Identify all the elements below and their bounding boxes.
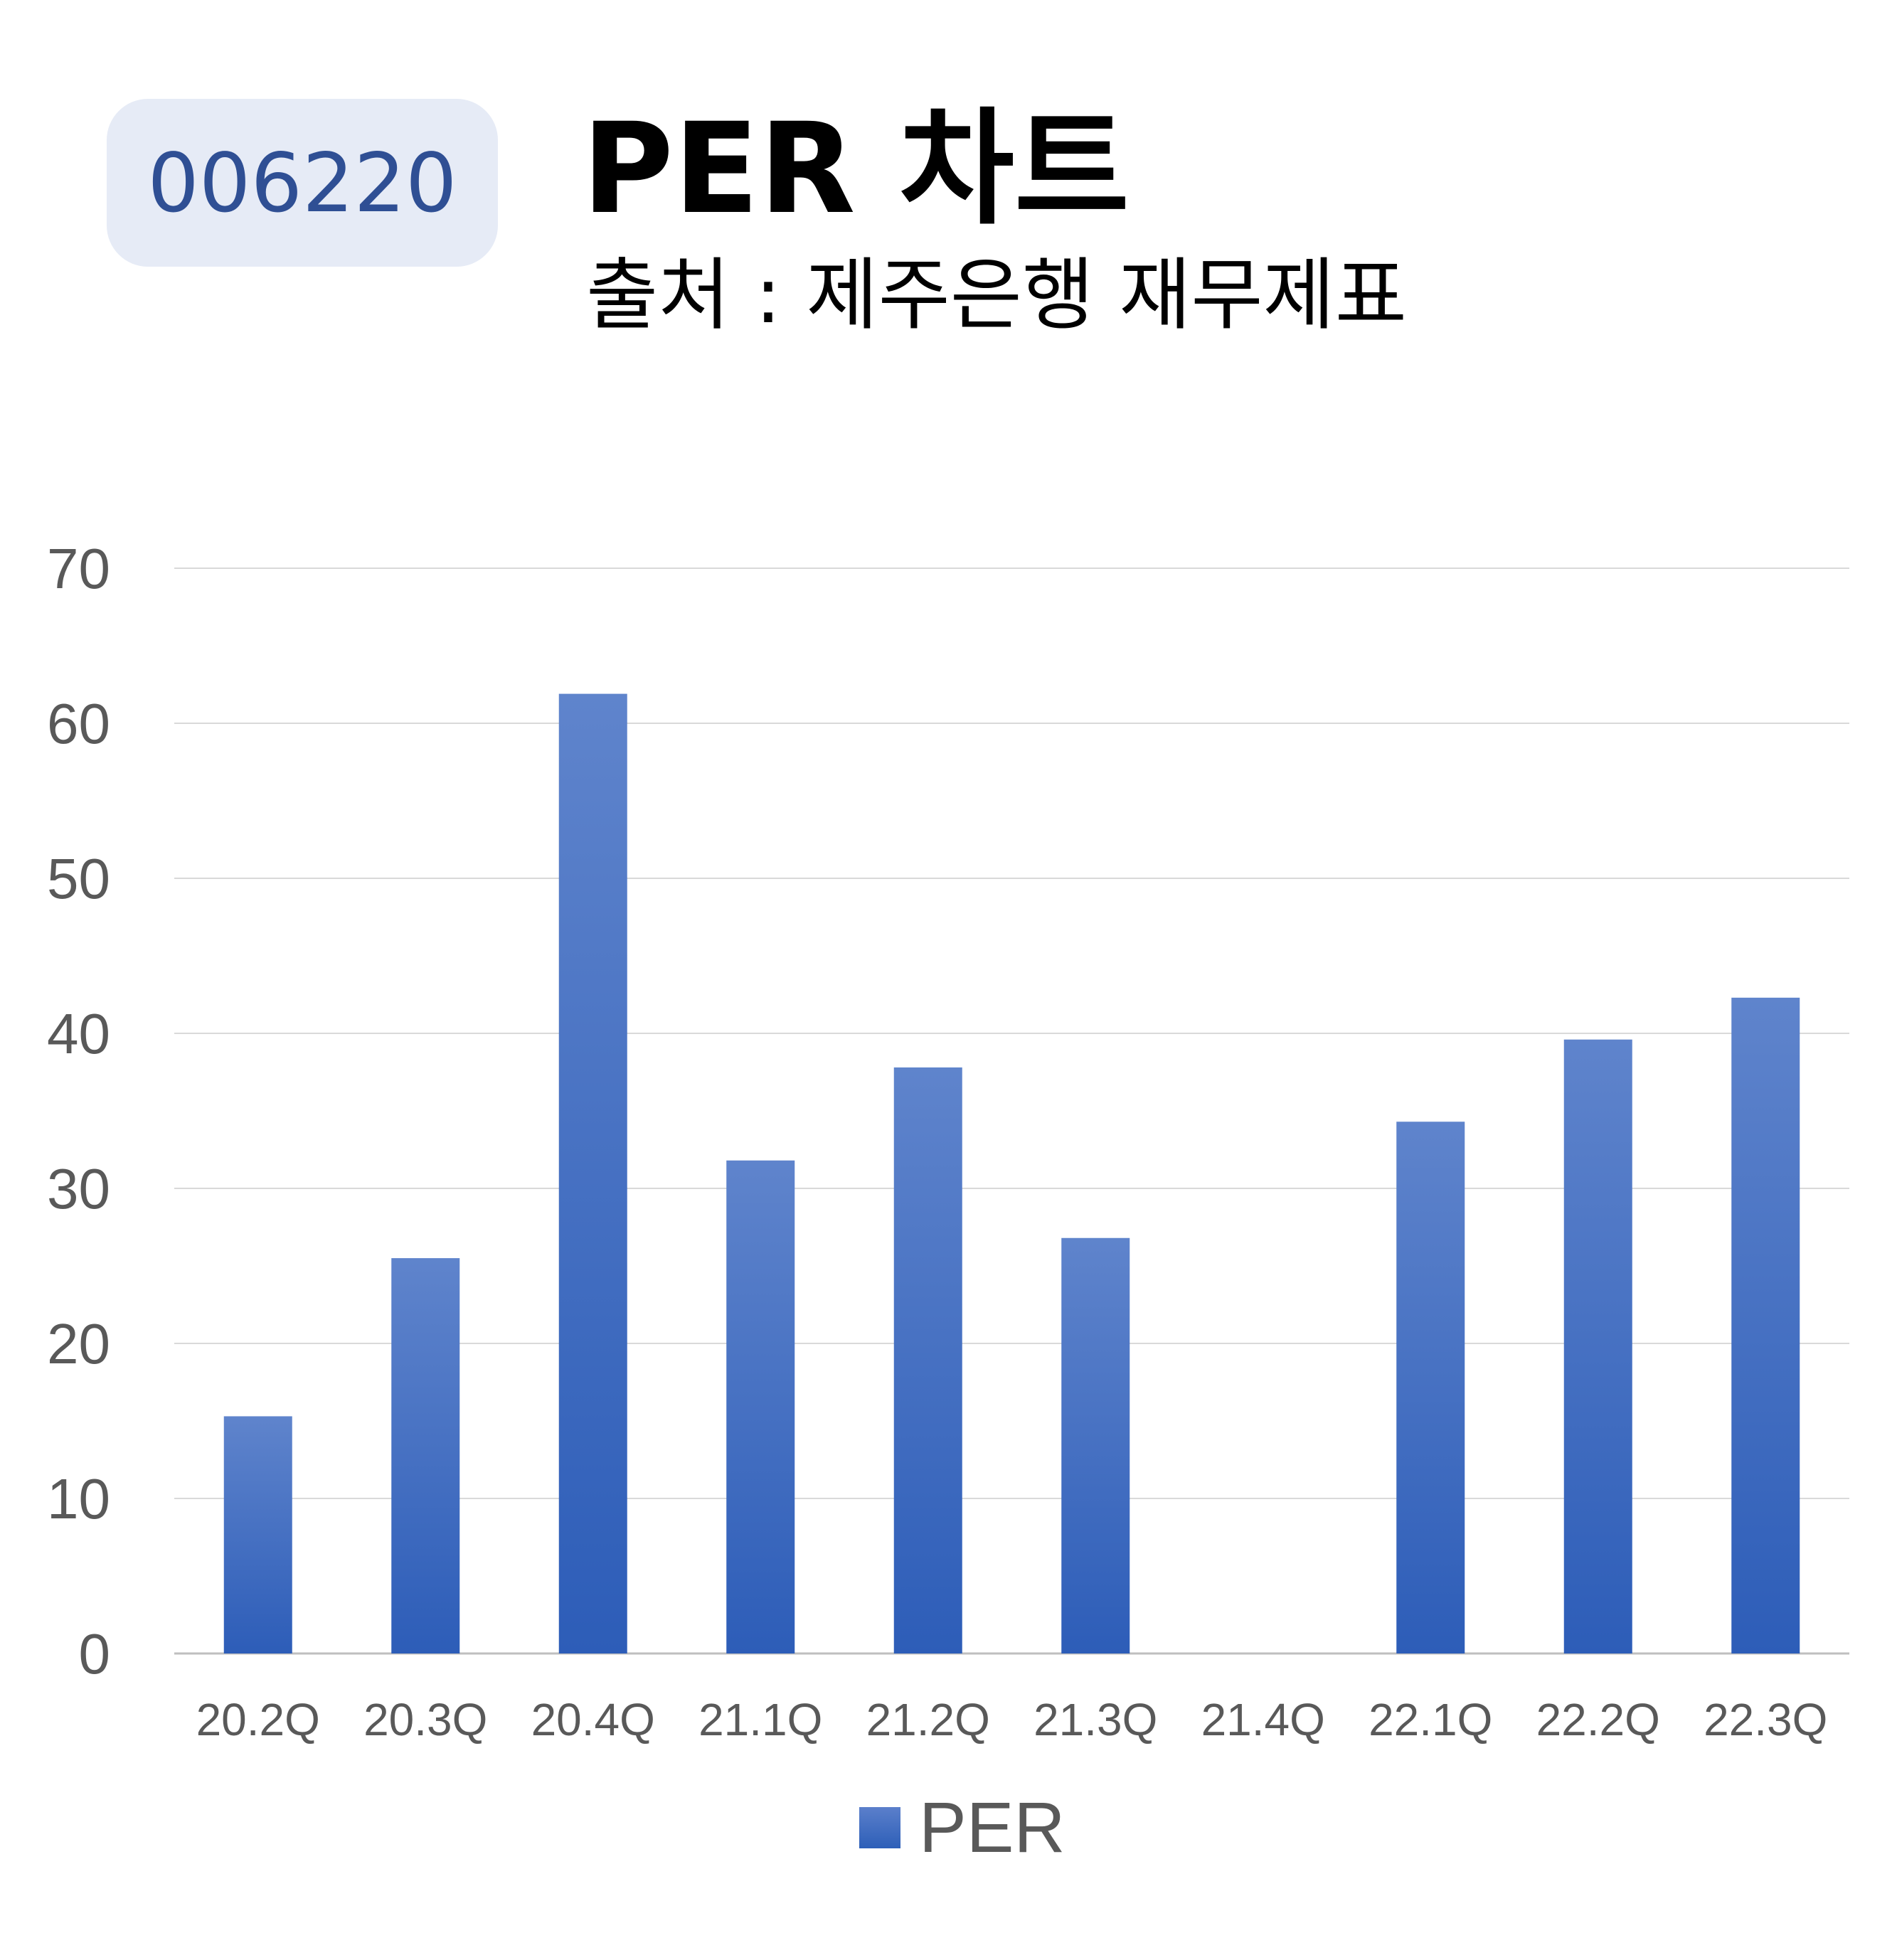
bar-20.4Q	[558, 693, 627, 1653]
y-tick-label: 70	[47, 537, 110, 600]
bar-21.1Q	[726, 1160, 795, 1653]
x-axis-ticks: 20.2Q 20.3Q 20.4Q 21.1Q 21.2Q 21.3Q 21.4Q 22.1Q…	[196, 1694, 1828, 1745]
x-tick-label: 22.1Q	[1369, 1694, 1492, 1745]
legend-label: PER	[919, 1788, 1066, 1868]
y-tick-label: 30	[47, 1157, 110, 1220]
bar-21.2Q	[893, 1067, 962, 1653]
x-tick-label: 22.3Q	[1704, 1694, 1827, 1745]
bar-22.2Q	[1563, 1039, 1632, 1653]
x-tick-label: 22.2Q	[1536, 1694, 1660, 1745]
stock-code: 006220	[147, 135, 457, 230]
x-tick-label: 20.3Q	[363, 1694, 487, 1745]
y-tick-label: 60	[47, 692, 110, 755]
x-tick-label: 21.1Q	[698, 1694, 822, 1745]
bar-22.3Q	[1731, 997, 1800, 1653]
y-axis-ticks: 0 10 20 30 40 50 60 70	[47, 537, 110, 1685]
y-tick-label: 40	[47, 1002, 110, 1065]
page-title: PER 차트	[582, 96, 1130, 242]
y-tick-label: 0	[79, 1622, 111, 1685]
legend-swatch	[859, 1807, 900, 1848]
bar-20.2Q	[223, 1416, 292, 1653]
y-tick-label: 20	[47, 1312, 110, 1375]
y-tick-label: 50	[47, 847, 110, 910]
page-subtitle: 출처 : 제주은행 재무제표	[586, 250, 1407, 341]
bar-21.3Q	[1061, 1237, 1130, 1653]
x-tick-label: 20.2Q	[196, 1694, 320, 1745]
y-tick-label: 10	[47, 1467, 110, 1530]
stock-code-badge: 006220	[107, 99, 498, 267]
x-tick-label: 21.2Q	[866, 1694, 990, 1745]
bar-20.3Q	[391, 1258, 460, 1653]
x-tick-label: 21.3Q	[1033, 1694, 1157, 1745]
bars	[223, 693, 1800, 1653]
legend: PER	[859, 1792, 1066, 1863]
x-tick-label: 21.4Q	[1201, 1694, 1325, 1745]
x-tick-label: 20.4Q	[531, 1694, 655, 1745]
bar-22.1Q	[1396, 1122, 1465, 1653]
